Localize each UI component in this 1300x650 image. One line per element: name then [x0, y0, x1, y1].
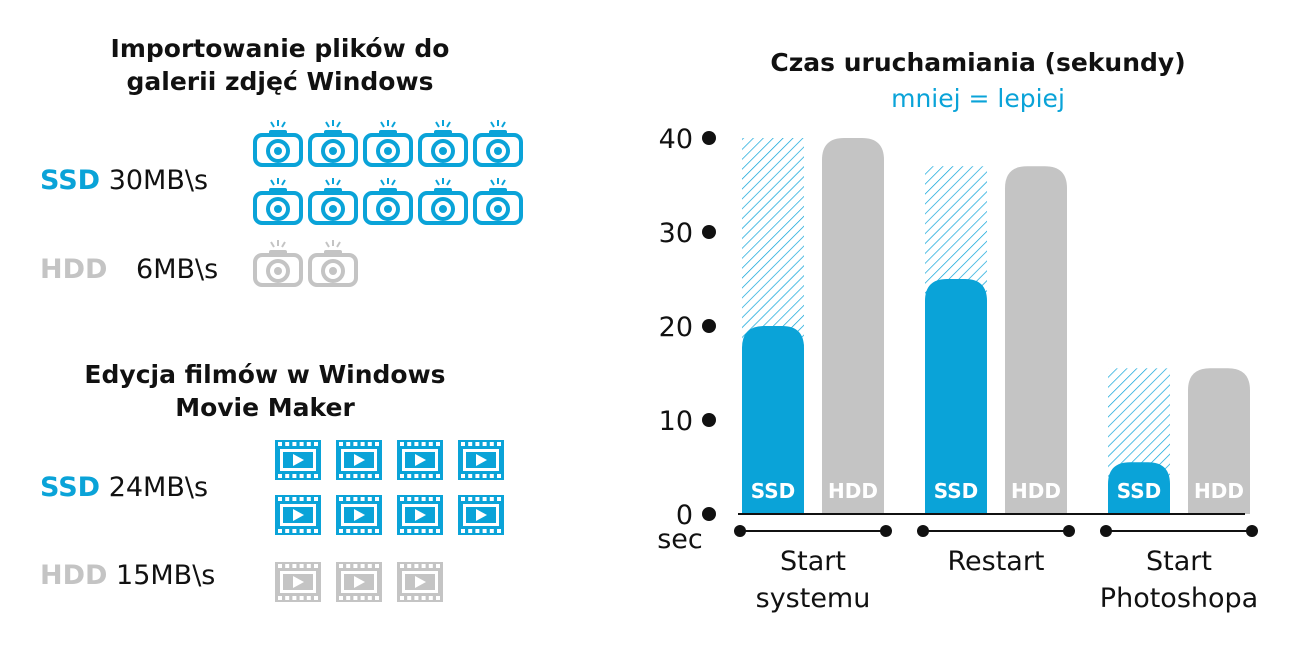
category-bracket-dot [734, 525, 746, 537]
y-tick-dot [702, 413, 716, 427]
x-axis: Start systemu Restart Start Photoshopa [734, 513, 1258, 614]
film-frame-icon [397, 495, 443, 535]
y-tick-dot [702, 507, 716, 521]
import-hdd-speed: 6MB\s [136, 254, 219, 285]
movie-title-line1: Edycja filmów w Windows [84, 360, 446, 389]
movie-hdd-speed: 15MB\s [116, 560, 216, 591]
camera-icon [473, 120, 523, 167]
camera-icon [418, 120, 468, 167]
import-title-line1: Importowanie plików do [110, 34, 450, 63]
import-ssd-drive: SSD [40, 165, 101, 196]
import-title-line2: galerii zdjęć Windows [126, 67, 434, 96]
movie-hdd-drive: HDD [40, 560, 108, 591]
import-ssd-icons [253, 120, 523, 225]
film-frame-icon [458, 440, 504, 480]
film-frame-icon [397, 440, 443, 480]
film-frame-icon [275, 562, 321, 602]
movie-ssd-label: SSD 24MB\s [40, 473, 208, 503]
import-ssd-speed: 30MB\s [108, 165, 209, 196]
y-tick-label: 40 [659, 124, 693, 155]
bar-label-ssd: SSD [934, 479, 979, 503]
y-tick-dot [702, 225, 716, 239]
bar-label-ssd: SSD [751, 479, 796, 503]
bar-ssd [925, 279, 987, 514]
category-label-line2: systemu [756, 583, 871, 614]
import-hdd-icons [253, 240, 358, 287]
category-bracket-dot [1063, 525, 1075, 537]
film-frame-icon [275, 495, 321, 535]
camera-icon [308, 178, 358, 225]
movie-hdd-label: HDD 15MB\s [40, 561, 215, 591]
y-tick-label: 30 [659, 218, 693, 249]
film-frame-icon [336, 562, 382, 602]
y-tick-label: 0 [676, 500, 693, 531]
film-frame-icon [275, 440, 321, 480]
import-section-title: Importowanie plików do galerii zdjęć Win… [60, 32, 500, 98]
y-axis-unit-label: sec [657, 524, 703, 555]
bar-ssd [1108, 462, 1170, 514]
category-bracket-dot [917, 525, 929, 537]
y-tick-dot [702, 131, 716, 145]
camera-icon [363, 120, 413, 167]
category-label-line2: Photoshopa [1100, 583, 1258, 614]
category-label-line1: Start [1146, 546, 1212, 577]
bar-label-hdd: HDD [1194, 479, 1244, 503]
chart-subtitle: mniej = lepiej [891, 84, 1065, 113]
movie-ssd-drive: SSD [40, 472, 101, 503]
chart-title: Czas uruchamiania (sekundy) [770, 48, 1185, 77]
movie-section-title: Edycja filmów w Windows Movie Maker [45, 358, 485, 424]
movie-ssd-icons [275, 440, 504, 535]
bar-hdd [1005, 166, 1067, 514]
camera-icon [253, 120, 303, 167]
category-label-line1: Restart [947, 546, 1044, 577]
bar-label-hdd: HDD [1011, 479, 1061, 503]
category-bracket-dot [1246, 525, 1258, 537]
film-frame-icon [397, 562, 443, 602]
film-frame-icon [336, 495, 382, 535]
camera-icon [363, 178, 413, 225]
y-tick-label: 20 [659, 312, 693, 343]
film-frame-icon [336, 440, 382, 480]
y-tick-label: 10 [659, 406, 693, 437]
camera-icon [253, 240, 303, 287]
movie-ssd-speed: 24MB\s [108, 472, 209, 503]
import-hdd-drive: HDD [40, 254, 108, 285]
movie-title-line2: Movie Maker [175, 393, 355, 422]
category-bracket-dot [1100, 525, 1112, 537]
import-ssd-label: SSD 30MB\s [40, 166, 208, 196]
bar-ssd [742, 326, 804, 514]
camera-icon [308, 240, 358, 287]
bar-label-hdd: HDD [828, 479, 878, 503]
bar-hdd [822, 138, 884, 514]
camera-icon [308, 120, 358, 167]
camera-icon [418, 178, 468, 225]
film-frame-icon [458, 495, 504, 535]
bar-label-ssd: SSD [1117, 479, 1162, 503]
category-bracket-dot [880, 525, 892, 537]
y-axis: 0 10 20 30 40 [659, 124, 716, 531]
camera-icon [473, 178, 523, 225]
bars: SSD HDD SSD HDD SSD HDD [742, 138, 1250, 514]
y-tick-dot [702, 319, 716, 333]
camera-icon [253, 178, 303, 225]
bar-hdd [1188, 368, 1250, 514]
category-label-line1: Start [780, 546, 846, 577]
import-hdd-label: HDD 6MB\s [40, 255, 218, 285]
movie-hdd-icons [275, 562, 443, 602]
